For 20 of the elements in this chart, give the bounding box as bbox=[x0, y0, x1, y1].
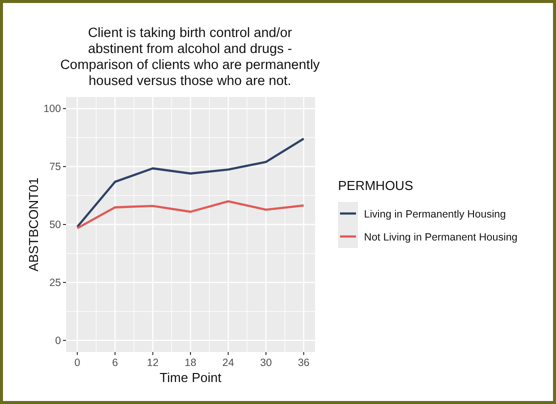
x-tick-label: 18 bbox=[184, 357, 196, 369]
legend-label: Not Living in Permanent Housing bbox=[364, 232, 518, 244]
y-tick-label: 25 bbox=[49, 276, 62, 289]
x-tick-label: 24 bbox=[222, 357, 234, 369]
x-tick-label: 6 bbox=[112, 357, 118, 369]
legend-label: Living in Permanently Housing bbox=[364, 208, 506, 220]
line-series bbox=[76, 138, 305, 228]
x-tick-label: 0 bbox=[74, 357, 80, 369]
y-tick-label: 0 bbox=[55, 334, 62, 347]
chart-title: Client is taking birth control and/or abstinent from alcohol and drugs - Comparison of clients who are permanently housed versus those who are not. bbox=[60, 25, 320, 88]
x-axis-title: Time Point bbox=[160, 370, 222, 385]
line-series bbox=[76, 200, 305, 230]
x-tick-label: 36 bbox=[298, 357, 310, 369]
legend-title: PERMHOUS bbox=[338, 178, 414, 193]
x-tick-label: 12 bbox=[146, 357, 159, 369]
y-tick-label: 100 bbox=[43, 103, 62, 116]
x-tick-label: 30 bbox=[260, 357, 272, 369]
y-tick-label: 75 bbox=[49, 161, 62, 174]
y-axis-title: ABSTBCONT01 bbox=[26, 178, 41, 272]
y-tick-label: 50 bbox=[49, 219, 62, 231]
